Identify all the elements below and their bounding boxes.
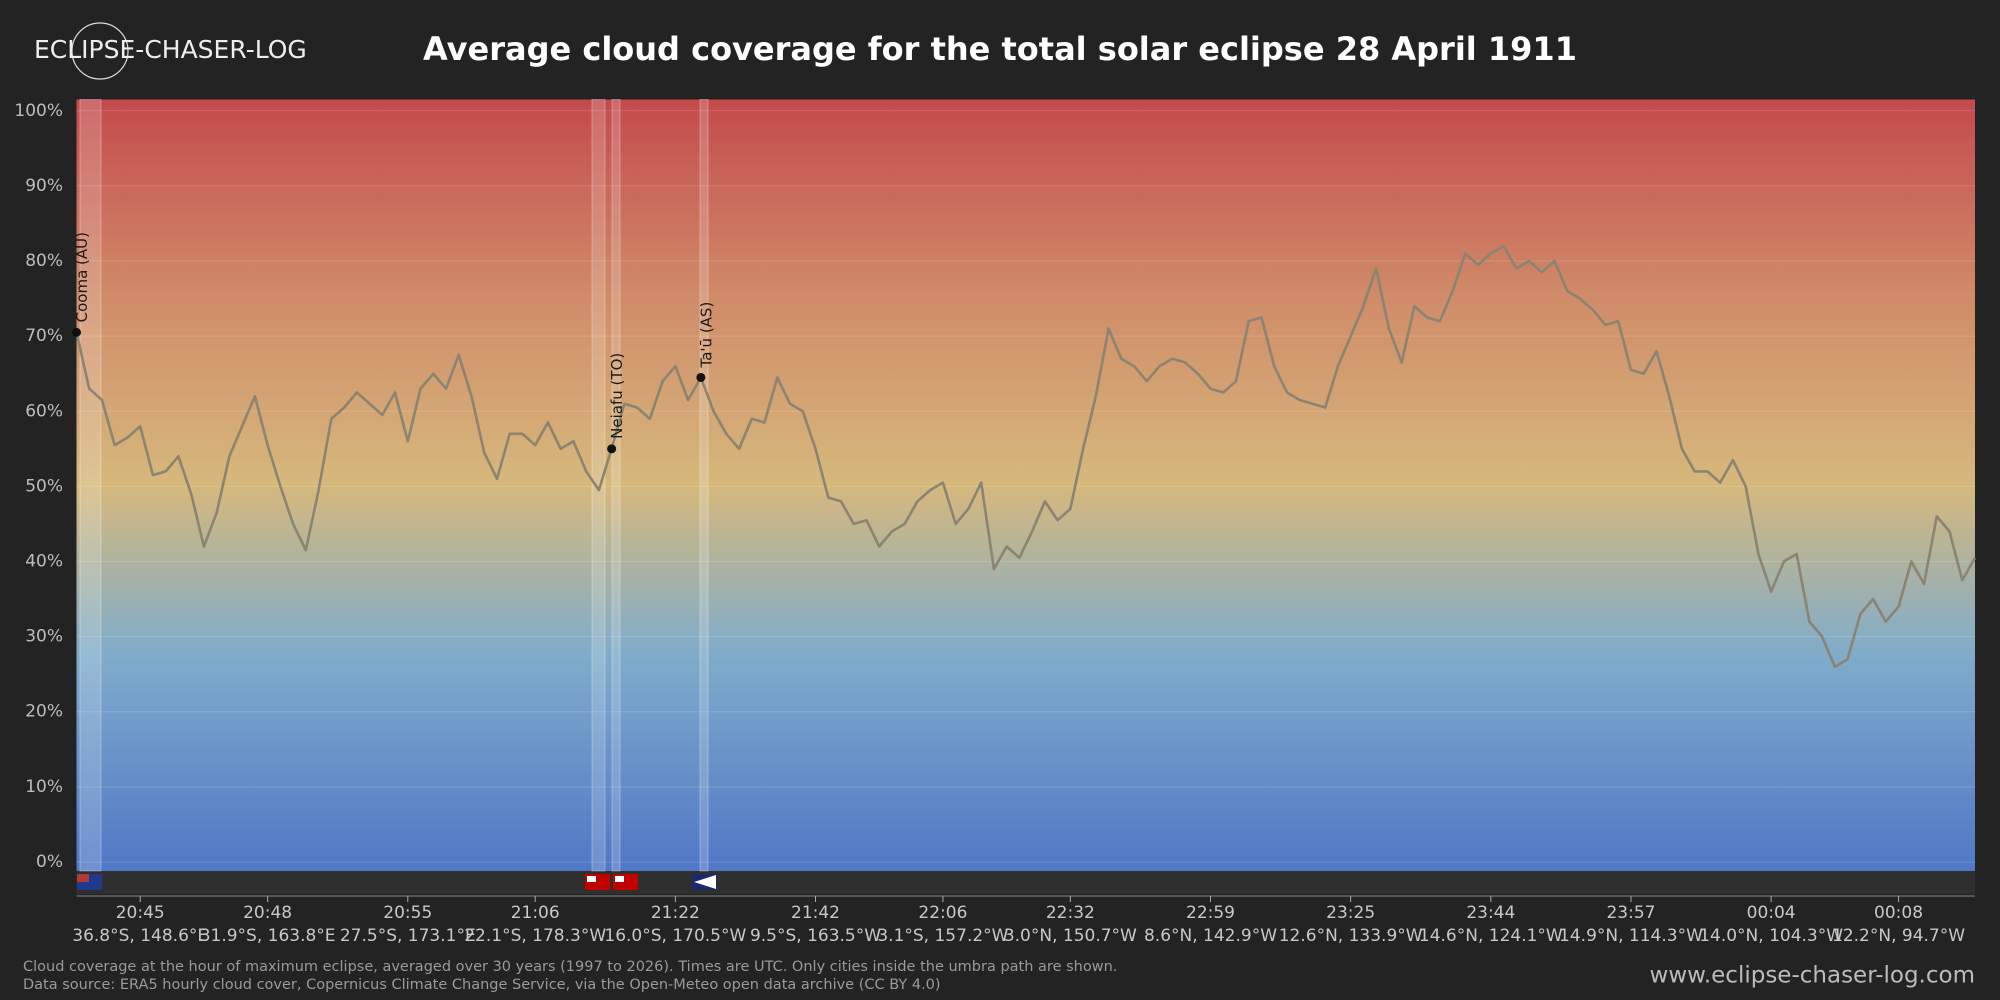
x-tick-label: 21:06 [511, 903, 560, 923]
umbra-bands [79, 99, 709, 872]
city-point [72, 327, 81, 337]
website: www.eclipse-chaser-log.com [1650, 963, 1975, 989]
x-tick-label: 21:22 [651, 903, 700, 923]
flag [77, 874, 89, 882]
city-label: Cooma (AU) [73, 232, 91, 322]
x-tick-sublabel: 31.9°S, 163.8°E [200, 926, 336, 946]
flag [615, 876, 624, 882]
plot-background [76, 99, 1975, 871]
x-tick-sublabel: 14.9°N, 114.3°W [1559, 926, 1703, 946]
x-tick-sublabel: 12.6°N, 133.9°W [1279, 926, 1423, 946]
y-tick-label: 50% [25, 476, 63, 496]
city-point [607, 444, 617, 454]
logo-text: ECLIPSE-CHASER-LOG [34, 35, 307, 64]
cloud-line [75, 244, 1977, 668]
city-band [79, 99, 102, 872]
x-tick-sublabel: 3.1°S, 157.2°W [877, 926, 1008, 946]
footnote: Cloud coverage at the hour of maximum ec… [23, 959, 1117, 975]
city-point [696, 372, 706, 382]
x-tick-sublabel: 9.5°S, 163.5°W [750, 926, 881, 946]
x-tick-sublabel: 12.2°N, 94.7°W [1832, 926, 1965, 946]
x-tick-label: 23:25 [1326, 903, 1375, 923]
y-tick-label: 10% [25, 777, 63, 797]
x-tick-label: 22:32 [1046, 903, 1095, 923]
x-tick-label: 22:06 [918, 903, 967, 923]
x-tick-sublabel: 27.5°S, 173.1°E [340, 926, 476, 946]
city-band [611, 99, 621, 872]
y-tick-label: 100% [14, 101, 63, 121]
flags [77, 874, 717, 890]
chart: 0% 10% 20% 30% 40% 50% 60% 70% 80% 90% 100% 20:45 36… [14, 101, 1977, 946]
y-tick-label: 70% [25, 326, 63, 346]
x-tick-label: 20:55 [383, 903, 432, 923]
x-tick-label: 22:59 [1186, 903, 1235, 923]
y-tick-label: 20% [25, 702, 63, 722]
x-tick-sublabel: 22.1°S, 178.3°W [464, 926, 606, 946]
city-label: Ta'ū (AS) [697, 302, 715, 369]
x-tick-label: 20:48 [243, 903, 292, 923]
flag-strip [76, 871, 1975, 894]
x-tick-sublabel: 14.0°N, 104.3°W [1699, 926, 1843, 946]
city-band [591, 99, 606, 872]
x-tick-label: 21:42 [791, 903, 840, 923]
x-tick-sublabel: 36.8°S, 148.6°E [72, 926, 208, 946]
logo: ECLIPSE-CHASER-LOG [34, 22, 307, 80]
x-tick-sublabel: 14.6°N, 124.1°W [1419, 926, 1563, 946]
source-note: Data source: ERA5 hourly cloud cover, Co… [23, 977, 941, 993]
x-tick-label: 00:04 [1747, 903, 1796, 923]
y-tick-label: 40% [25, 551, 63, 571]
chart-title: Average cloud coverage for the total sol… [423, 30, 1577, 68]
x-tick-label: 23:44 [1466, 903, 1515, 923]
city-band [699, 99, 709, 872]
flag [587, 876, 596, 882]
logo-ring [71, 22, 129, 80]
x-tick-label: 00:08 [1874, 903, 1923, 923]
y-tick-label: 0% [36, 852, 63, 872]
x-tick-sublabel: 8.6°N, 142.9°W [1144, 926, 1277, 946]
city-label: Neiafu (TO) [608, 353, 626, 439]
x-tick-label: 20:45 [116, 903, 165, 923]
y-tick-label: 80% [25, 251, 63, 271]
x-tick-sublabel: 16.0°S, 170.5°W [604, 926, 746, 946]
x-tick-sublabel: 3.0°N, 150.7°W [1004, 926, 1137, 946]
x-tick-label: 23:57 [1606, 903, 1655, 923]
y-tick-label: 60% [25, 401, 63, 421]
flag [694, 875, 716, 889]
y-tick-label: 90% [25, 176, 63, 196]
y-tick-label: 30% [25, 627, 63, 647]
